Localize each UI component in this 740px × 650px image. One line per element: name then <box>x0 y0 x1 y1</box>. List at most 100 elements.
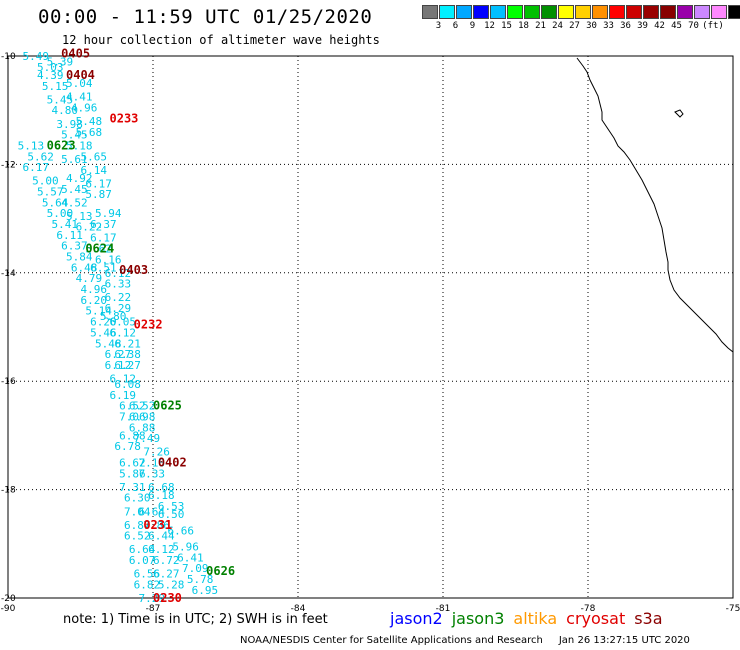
legend-swatch <box>609 5 625 19</box>
swh-reading: 6.21 <box>114 337 141 350</box>
satellite-legend-item: jason3 <box>451 609 505 628</box>
swh-reading: 6.17 <box>23 161 50 174</box>
swh-reading: 5.03 <box>37 61 64 74</box>
swh-reading: 4.39 <box>37 69 64 82</box>
swh-reading: 6.27 <box>105 348 131 361</box>
swh-reading: 6.64 <box>129 543 156 556</box>
swh-reading: 6.82 <box>134 578 161 591</box>
legend-label: 36 <box>620 21 631 31</box>
swh-reading: 6.30 <box>124 492 151 505</box>
legend-swatch <box>575 5 591 19</box>
swh-reading: 6.07 <box>129 554 156 567</box>
coastline-south-america <box>576 57 734 353</box>
swh-reading: 5.61 <box>61 153 88 166</box>
swh-reading: 6.11 <box>56 229 82 242</box>
swh-reading: 5.84 <box>66 251 93 264</box>
swh-reading: 7.04 <box>124 505 151 518</box>
swh-reading: 6.88 <box>129 421 156 434</box>
latitude-tick-label: -16 <box>1 377 16 387</box>
swh-reading: 6.37 <box>61 240 88 253</box>
swh-reading: 6.08 <box>114 378 141 391</box>
longitude-tick-label: -78 <box>581 604 596 614</box>
swh-reading: 6.95 <box>192 584 219 597</box>
swh-reading: 7.31 <box>119 481 145 494</box>
swh-reading: 5.80 <box>100 310 127 323</box>
swh-reading: 6.12 <box>105 359 131 372</box>
satellite-legend-item: jason2 <box>390 609 443 628</box>
legend-swatch <box>507 5 523 19</box>
swh-reading: 4.96 <box>81 283 108 296</box>
map-title: 00:00 - 11:59 UTC 01/25/2020 <box>38 6 373 28</box>
swh-reading: 7.86 <box>143 519 170 532</box>
swh-reading: 5.94 <box>95 207 122 220</box>
legend-label: 24 <box>552 21 563 31</box>
swh-reading: 5.87 <box>85 188 112 201</box>
swh-reading: 6.87 <box>124 519 151 532</box>
swh-reading: 6.27 <box>114 359 141 372</box>
swh-reading: 4.79 <box>76 272 103 285</box>
swh-reading: 7.09 <box>182 562 209 575</box>
legend-swatch <box>711 5 727 19</box>
legend-swatch <box>541 5 557 19</box>
legend-label: 45 <box>671 21 682 31</box>
longitude-tick-label: -90 <box>1 604 16 614</box>
pass-time-label: 0623 <box>47 138 76 152</box>
latitude-tick-label: -20 <box>1 594 16 604</box>
swh-reading: 6.17 <box>90 232 117 245</box>
pass-time-label: 0402 <box>158 456 187 470</box>
swh-reading: 6.38 <box>114 348 141 361</box>
swh-reading: 6.17 <box>85 177 112 190</box>
swh-reading: 6.20 <box>81 294 108 307</box>
swh-reading: 6.62 <box>119 457 145 470</box>
legend-swatch <box>677 5 693 19</box>
pass-time-label: 0233 <box>110 111 139 125</box>
latitude-tick-label: -18 <box>1 486 16 496</box>
swh-reading: 6.51 <box>90 261 117 274</box>
legend-swatch <box>728 5 740 19</box>
swh-reading: 7.26 <box>143 446 170 459</box>
pass-time-label: 0232 <box>134 317 163 331</box>
legend-swatch <box>694 5 710 19</box>
legend-label: 18 <box>518 21 529 31</box>
credit-text: NOAA/NESDIS Center for Satellite Applica… <box>240 635 543 646</box>
swh-reading: 5.14 <box>85 305 112 318</box>
legend-label: 15 <box>501 21 512 31</box>
swh-reading: 7.18 <box>139 457 166 470</box>
pass-time-label: 0624 <box>85 241 114 255</box>
units-note: note: 1) Time is in UTC; 2) SWH is in fe… <box>63 612 328 627</box>
swh-reading: 5.64 <box>42 196 69 209</box>
swh-reading: 5.49 <box>23 50 50 63</box>
swh-reading: 6.20 <box>90 316 117 329</box>
swh-reading: 6.33 <box>105 278 131 291</box>
swh-reading: 5.39 <box>47 55 74 68</box>
swh-reading: 6.88 <box>119 429 145 442</box>
satellite-legend: jason2 jason3 altika cryosat s3a <box>390 609 672 628</box>
swh-reading: 7.06 <box>119 410 145 423</box>
swh-reading: 6.72 <box>153 554 180 567</box>
latitude-tick-label: -14 <box>1 269 16 279</box>
legend-label: 70 <box>688 21 699 31</box>
swh-reading: 6.52 <box>124 530 151 543</box>
swh-reading: 6.12 <box>105 267 131 280</box>
swh-reading: 6.29 <box>105 302 131 315</box>
swh-reading: 7.33 <box>139 467 166 480</box>
swh-reading: 5.65 <box>81 150 108 163</box>
pass-time-label: 0231 <box>143 518 172 532</box>
swh-reading: 6.14 <box>81 164 108 177</box>
swh-reading: 5.13 <box>18 139 44 152</box>
swh-reading: 6.53 <box>158 500 185 513</box>
swh-reading: 5.00 <box>32 175 59 188</box>
pass-time-label: 0404 <box>66 68 95 82</box>
legend-label: 6 <box>452 21 459 31</box>
legend-label: 33 <box>603 21 614 31</box>
swh-reading: 6.68 <box>148 481 175 494</box>
pass-time-label: 0626 <box>206 564 235 578</box>
swh-reading: 4.80 <box>52 104 79 117</box>
legend-swatch <box>524 5 540 19</box>
legend-swatch <box>592 5 608 19</box>
swh-reading: 6.12 <box>110 326 137 339</box>
legend-swatch <box>490 5 506 19</box>
swh-reading: 6.05 <box>110 316 137 329</box>
swh-reading: 5.48 <box>95 337 122 350</box>
swh-reading: 6.66 <box>168 524 195 537</box>
